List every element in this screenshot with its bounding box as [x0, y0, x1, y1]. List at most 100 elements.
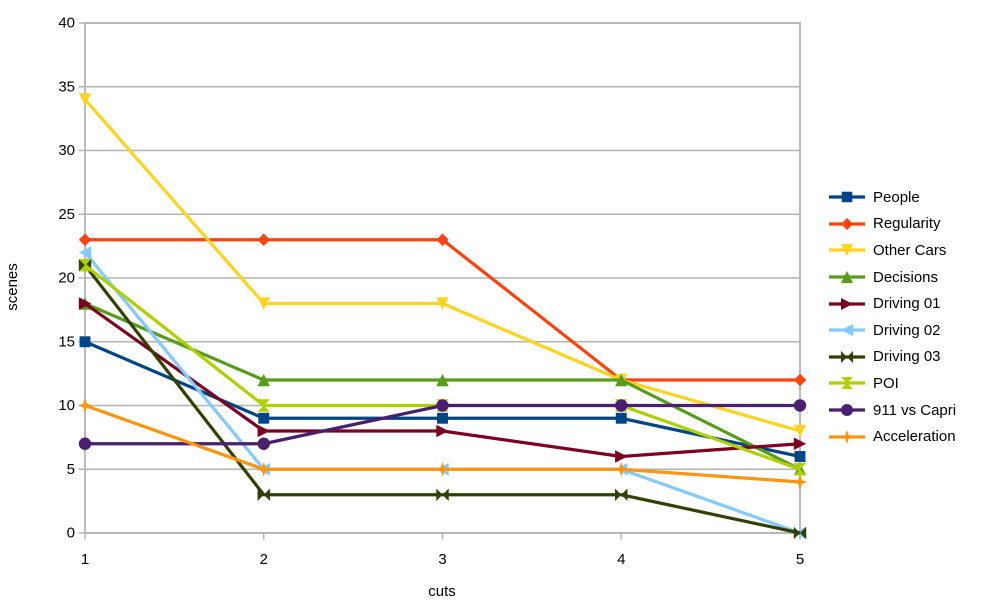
legend-label-driving-03: Driving 03	[873, 348, 941, 366]
y-tick-label: 0	[67, 525, 75, 542]
legend-marker-sample	[841, 192, 853, 203]
data-point-other-cars	[257, 297, 270, 310]
x-tick-label: 3	[438, 551, 446, 568]
data-point-acceleration	[77, 398, 93, 413]
data-point-911-vs-capri	[436, 399, 449, 412]
legend-item-other-cars: Other Cars	[828, 237, 956, 264]
legend-item-people: People	[828, 184, 956, 211]
grid-layer: 0 5 10 15 20 25 30 35 40 1 2 3 4 5	[58, 15, 804, 569]
series-line-poi	[84, 263, 801, 471]
data-point-driving-02	[78, 246, 92, 259]
legend-marker-sample	[841, 350, 853, 363]
legend-marker-sample	[841, 271, 853, 284]
data-point-regularity	[793, 373, 807, 387]
legend-arrow-up-marker-icon	[829, 271, 865, 284]
x-tick-label: 4	[617, 551, 625, 568]
legend-item-decisions: Decisions	[828, 264, 956, 291]
data-point-911-vs-capri	[793, 399, 807, 412]
data-point-people	[615, 412, 627, 424]
data-point-other-cars	[78, 93, 92, 106]
data-point-acceleration	[256, 461, 272, 477]
legend-marker-sample	[841, 404, 853, 417]
legend-label-acceleration: Acceleration	[873, 428, 956, 446]
legend-arrow-down-marker-icon	[829, 244, 865, 257]
x-tick-label: 1	[81, 551, 89, 568]
legend-marker-sample	[841, 244, 853, 257]
data-point-decisions	[257, 373, 270, 387]
data-point-driving-01	[436, 424, 449, 438]
data-point-other-cars	[793, 424, 807, 438]
y-tick-label: 25	[58, 206, 75, 223]
data-point-driving-01	[793, 437, 807, 450]
legend-arrow-right-marker-icon	[829, 297, 865, 310]
data-point-people	[258, 412, 270, 424]
y-tick-label: 20	[58, 270, 75, 287]
data-point-driving-03	[793, 526, 807, 540]
series-layer	[77, 93, 808, 540]
data-point-regularity	[257, 233, 270, 246]
y-tick-label: 5	[67, 461, 75, 478]
legend-item-driving-01: Driving 01	[828, 290, 956, 317]
legend: People Regularity Other Cars Decisions Drivi…	[828, 184, 956, 450]
data-point-poi	[793, 463, 807, 476]
data-point-driving-01	[257, 424, 270, 438]
axis-label-layer: scenes cuts	[4, 263, 456, 600]
data-point-decisions	[615, 373, 628, 387]
data-point-people	[437, 412, 448, 424]
legend-star-marker-icon	[829, 429, 865, 444]
data-point-911-vs-capri	[615, 399, 628, 412]
data-point-911-vs-capri	[257, 437, 270, 450]
legend-label-driving-02: Driving 02	[873, 321, 941, 339]
y-tick-label: 35	[58, 78, 75, 95]
data-point-driving-01	[615, 450, 628, 463]
x-tick-label: 5	[796, 551, 804, 568]
legend-marker-sample	[841, 324, 853, 337]
y-tick-label: 30	[58, 142, 75, 159]
data-point-regularity	[78, 233, 92, 246]
legend-item-poi: POI	[828, 370, 956, 397]
legend-arrow-left-marker-icon	[829, 324, 865, 337]
data-point-911-vs-capri	[78, 437, 92, 450]
data-point-regularity	[436, 233, 449, 246]
y-axis-title: scenes	[4, 263, 21, 311]
legend-square-marker-icon	[829, 192, 865, 203]
y-tick-label: 15	[58, 333, 75, 350]
data-point-driving-03	[436, 488, 449, 501]
x-axis-title: cuts	[428, 583, 456, 600]
legend-marker-sample	[839, 429, 855, 444]
legend-sand-glass-marker-icon	[829, 377, 865, 390]
legend-marker-sample	[841, 297, 853, 310]
legend-item-acceleration: Acceleration	[828, 423, 956, 450]
data-point-people	[794, 451, 806, 462]
legend-label-people: People	[873, 188, 920, 206]
data-point-driving-03	[615, 488, 628, 501]
data-point-acceleration	[792, 474, 808, 490]
data-point-poi	[78, 259, 92, 272]
legend-label-911-vs-capri: 911 vs Capri	[873, 401, 957, 419]
data-point-driving-01	[78, 297, 92, 310]
x-tick-label: 2	[260, 551, 268, 568]
legend-item-regularity: Regularity	[828, 211, 956, 238]
legend-marker-sample	[841, 377, 853, 390]
data-point-acceleration	[613, 461, 629, 477]
legend-label-decisions: Decisions	[873, 268, 939, 286]
legend-label-poi: POI	[873, 374, 899, 392]
data-point-acceleration	[435, 461, 450, 477]
legend-item-driving-02: Driving 02	[828, 317, 956, 344]
legend-item-driving-03: Driving 03	[828, 344, 956, 371]
data-point-decisions	[436, 373, 449, 387]
legend-label-driving-01: Driving 01	[873, 295, 941, 313]
y-tick-label: 10	[58, 397, 75, 414]
legend-marker-sample	[841, 217, 853, 230]
legend-diamond-marker-icon	[829, 217, 865, 230]
data-point-poi	[257, 399, 270, 412]
legend-bow-tie-marker-icon	[829, 350, 865, 363]
series-line-regularity	[85, 238, 800, 382]
legend-item-911-vs-capri: 911 vs Capri	[828, 397, 956, 424]
data-point-other-cars	[436, 297, 449, 310]
data-point-driving-03	[257, 488, 270, 501]
legend-label-regularity: Regularity	[873, 215, 941, 233]
series-line-driving-02	[83, 251, 801, 535]
